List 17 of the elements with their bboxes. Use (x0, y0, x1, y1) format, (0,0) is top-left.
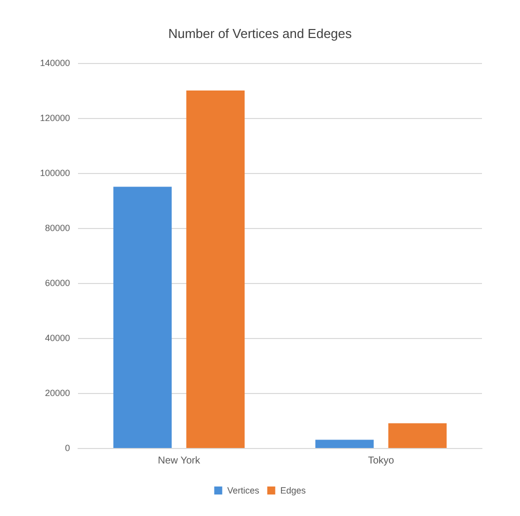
y-tick-label: 140000 (40, 58, 70, 68)
y-tick-label: 40000 (44, 333, 70, 343)
y-tick-label: 120000 (40, 113, 70, 123)
bar (113, 186, 172, 448)
x-tick-label: New York (158, 456, 202, 466)
y-tick-label: 100000 (40, 168, 70, 178)
y-tick-label: 80000 (44, 223, 70, 233)
bar (186, 90, 245, 448)
chart-title: Number of Vertices and Edeges (168, 26, 352, 41)
y-tick-label: 0 (64, 443, 70, 453)
legend-label: Vertices (227, 486, 260, 496)
y-tick-label: 20000 (44, 388, 70, 398)
y-tick-label: 60000 (44, 278, 70, 288)
bar (388, 423, 447, 448)
x-tick-label: Tokyo (368, 456, 394, 466)
legend-label: Edges (280, 486, 306, 496)
bar (315, 440, 374, 448)
